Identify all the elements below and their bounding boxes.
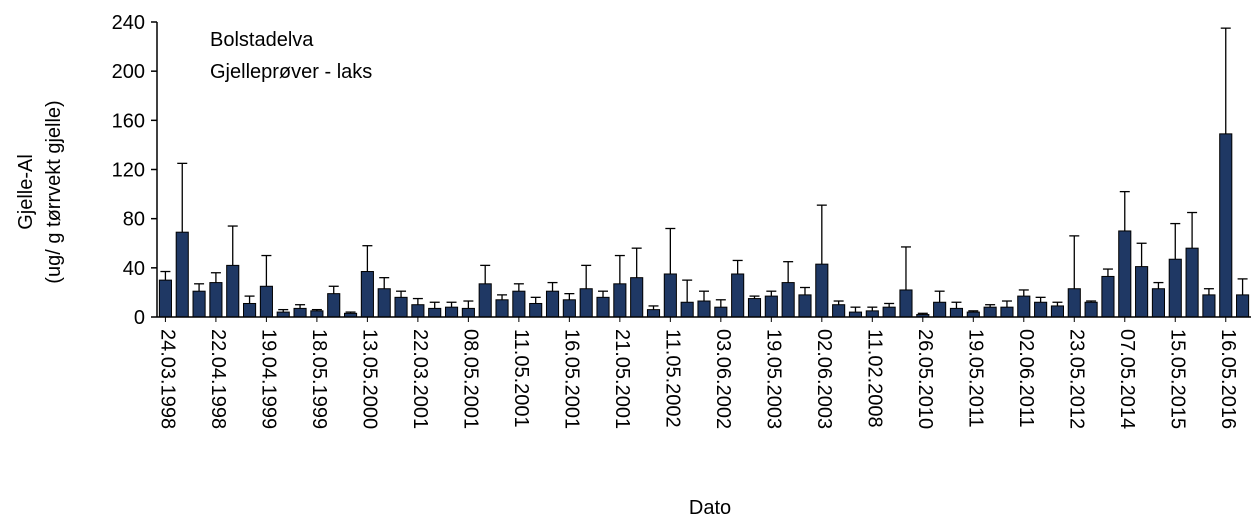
- bar: [411, 304, 425, 318]
- x-tick-label: 02.06.2003: [813, 329, 835, 429]
- y-axis-title-line1: Gjelle-Al: [15, 154, 37, 230]
- bar: [192, 290, 206, 318]
- bar: [327, 293, 341, 318]
- bar: [697, 300, 711, 318]
- bar: [209, 282, 223, 318]
- x-tick-label: 11.05.2001: [510, 329, 532, 428]
- bar: [545, 290, 560, 318]
- bar: [394, 296, 408, 318]
- y-axis-ticks: 0 40 80 120 160 200 240: [112, 12, 157, 329]
- bar: [933, 301, 947, 318]
- bar: [899, 289, 913, 318]
- bar: [579, 288, 593, 318]
- error-bars: [160, 27, 1248, 315]
- bar: [1101, 275, 1115, 318]
- bar: [1017, 295, 1031, 318]
- y-tick-label: 80: [123, 209, 145, 231]
- bar: [613, 283, 627, 318]
- x-tick-label: 02.06.2011: [1015, 329, 1037, 428]
- bar: [731, 273, 745, 318]
- x-tick-label: 19.04.1999: [257, 329, 279, 429]
- bar: [1168, 258, 1182, 318]
- bar: [680, 301, 694, 318]
- bar: [259, 285, 273, 318]
- bar: [243, 302, 257, 318]
- bar: [646, 309, 661, 318]
- x-tick-label: 19.05.2011: [964, 329, 986, 428]
- x-axis-title: Dato: [689, 497, 731, 519]
- x-tick-label: 08.05.2001: [459, 329, 481, 429]
- annotation-site: Bolstadelva: [210, 29, 314, 51]
- bar: [158, 279, 172, 318]
- bar: [1067, 288, 1081, 318]
- bar: [377, 288, 391, 318]
- x-tick-label: 13.05.2000: [358, 329, 380, 429]
- x-tick-label: 19.05.2003: [762, 329, 784, 429]
- bar: [983, 306, 997, 318]
- annotation-sample-type: Gjelleprøver - laks: [210, 61, 372, 83]
- x-tick-label: 11.05.2002: [661, 329, 683, 428]
- bar: [1135, 266, 1149, 318]
- x-tick-label: 22.04.1998: [207, 329, 229, 429]
- bar: [1236, 294, 1250, 318]
- y-tick-label: 240: [112, 12, 145, 34]
- x-tick-label: 03.06.2002: [712, 329, 734, 429]
- bar: [781, 282, 795, 318]
- x-tick-label: 23.05.2012: [1065, 329, 1087, 429]
- x-tick-label: 21.05.2001: [611, 329, 633, 429]
- bar: [562, 299, 576, 318]
- x-tick-label: 26.05.2010: [914, 329, 936, 429]
- bar: [764, 295, 778, 318]
- bar: [1151, 288, 1165, 318]
- bar: [663, 273, 677, 318]
- bar: [882, 306, 896, 318]
- bar: [1050, 305, 1065, 318]
- bar: [1034, 301, 1048, 318]
- bar: [1202, 294, 1216, 318]
- y-tick-label: 200: [112, 61, 145, 83]
- bar: [512, 290, 526, 318]
- bar: [747, 298, 762, 318]
- x-tick-label: 24.03.1998: [156, 329, 178, 429]
- bar: [1185, 247, 1199, 318]
- bar: [226, 264, 240, 318]
- y-tick-label: 40: [123, 258, 145, 280]
- bar: [832, 304, 846, 318]
- bar: [815, 263, 829, 318]
- x-tick-label: 16.05.2001: [560, 329, 582, 429]
- bar: [714, 306, 728, 318]
- x-tick-label: 11.02.2008: [863, 329, 885, 428]
- bar: [293, 307, 307, 318]
- bar: [1219, 133, 1233, 318]
- x-tick-label: 16.05.2016: [1217, 329, 1239, 429]
- bar: [1084, 301, 1098, 318]
- bar: [529, 302, 543, 318]
- bar: [495, 299, 509, 318]
- bar: [630, 277, 644, 318]
- bar: [360, 271, 374, 318]
- bar: [428, 307, 442, 318]
- bar: [478, 283, 492, 318]
- y-tick-label: 160: [112, 110, 145, 132]
- bar: [865, 310, 879, 318]
- x-tick-label: 07.05.2014: [1116, 329, 1138, 429]
- bar: [949, 307, 964, 318]
- bars: [158, 133, 1250, 318]
- y-tick-label: 120: [112, 160, 145, 182]
- bar: [444, 306, 459, 318]
- bar: [798, 294, 812, 318]
- x-tick-label: 22.03.2001: [409, 329, 431, 429]
- bar: [1000, 306, 1014, 318]
- x-axis-ticks: 24.03.1998 22.04.1998 19.04.1999 18.05.1999…: [156, 317, 1239, 429]
- y-axis-title-line2: (ug/ g tørrvekt gjelle): [43, 100, 65, 283]
- x-tick-label: 15.05.2015: [1166, 329, 1188, 429]
- bar: [461, 307, 475, 318]
- bar: [1118, 230, 1132, 318]
- bar: [596, 296, 610, 318]
- bar: [310, 310, 324, 318]
- y-tick-label: 0: [134, 307, 145, 329]
- bar: [175, 231, 189, 318]
- x-tick-label: 18.05.1999: [308, 329, 330, 429]
